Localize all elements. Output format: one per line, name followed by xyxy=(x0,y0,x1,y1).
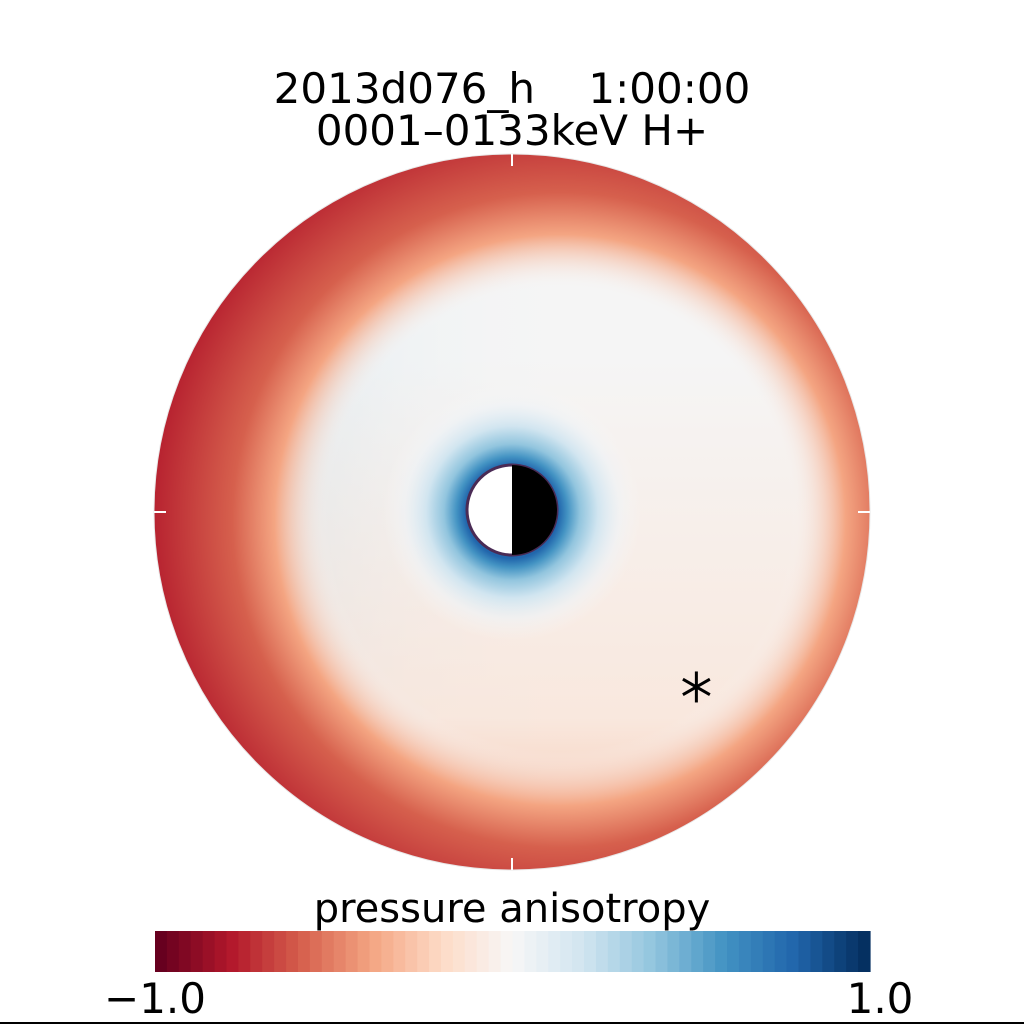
colorbar-band xyxy=(381,931,394,972)
colorbar-band xyxy=(166,931,180,972)
colorbar-band xyxy=(822,931,835,972)
colorbar-band xyxy=(393,931,406,972)
chart-subtitle: 0001–0133keV H+ xyxy=(316,106,708,155)
colorbar-band xyxy=(500,931,514,972)
colorbar-bands xyxy=(155,931,871,972)
colorbar-band xyxy=(464,931,478,972)
colorbar-band xyxy=(250,931,263,972)
colorbar-band xyxy=(476,931,490,972)
colorbar-band xyxy=(679,931,692,972)
plot-ticks xyxy=(154,154,870,870)
colorbar-band xyxy=(858,931,871,972)
colorbar-band xyxy=(846,931,859,972)
colorbar-band xyxy=(738,931,752,972)
colorbar-max-label: 1.0 xyxy=(847,974,914,1023)
colorbar-band xyxy=(178,931,192,972)
colorbar-band xyxy=(345,931,359,972)
colorbar-band xyxy=(750,931,764,972)
colorbar-band xyxy=(536,931,549,972)
colorbar-band xyxy=(643,931,657,972)
earth-night-side xyxy=(512,465,557,555)
colorbar-band xyxy=(155,931,168,972)
colorbar-band xyxy=(786,931,800,972)
colorbar-band xyxy=(560,931,573,972)
colorbar-band xyxy=(655,931,669,972)
colorbar-band xyxy=(595,931,609,972)
colorbar-band xyxy=(715,931,728,972)
colorbar-band xyxy=(619,931,633,972)
colorbar-label: pressure anisotropy xyxy=(314,886,711,932)
colorbar-band xyxy=(774,931,788,972)
colorbar-band xyxy=(512,931,526,972)
colorbar-band xyxy=(762,931,776,972)
colorbar: pressure anisotropy −1.0 1.0 xyxy=(104,886,913,1023)
colorbar-band xyxy=(631,931,645,972)
colorbar-band xyxy=(274,931,287,972)
colorbar-band xyxy=(667,931,680,972)
colorbar-band xyxy=(321,931,335,972)
colorbar-band xyxy=(417,931,430,972)
colorbar-band xyxy=(214,931,228,972)
colorbar-band xyxy=(607,931,621,972)
chart-title: 2013d076_h 1:00:00 xyxy=(274,64,751,113)
colorbar-band xyxy=(584,931,597,972)
colorbar-band xyxy=(441,931,454,972)
colorbar-band xyxy=(369,931,383,972)
colorbar-band xyxy=(202,931,216,972)
colorbar-band xyxy=(309,931,323,972)
colorbar-band xyxy=(524,931,537,972)
colorbar-band xyxy=(262,931,275,972)
colorbar-band xyxy=(452,931,466,972)
colorbar-min-label: −1.0 xyxy=(104,974,206,1023)
colorbar-band xyxy=(333,931,347,972)
colorbar-band xyxy=(226,931,240,972)
colorbar-band xyxy=(810,931,823,972)
marker-stroke xyxy=(682,677,711,697)
colorbar-band xyxy=(798,931,812,972)
colorbar-band xyxy=(238,931,251,972)
colorbar-band xyxy=(834,931,847,972)
colorbar-band xyxy=(298,931,311,972)
title-block: 2013d076_h 1:00:00 0001–0133keV H+ xyxy=(274,64,751,155)
satellite-asterisk-marker xyxy=(682,671,711,703)
colorbar-band xyxy=(691,931,704,972)
colorbar-band xyxy=(572,931,585,972)
bottom-rule xyxy=(0,1022,1024,1024)
colorbar-band xyxy=(727,931,740,972)
colorbar-band xyxy=(190,931,204,972)
colorbar-band xyxy=(357,931,371,972)
colorbar-band xyxy=(488,931,502,972)
colorbar-band xyxy=(548,931,561,972)
colorbar-band xyxy=(429,931,442,972)
colorbar-band xyxy=(286,931,299,972)
earth-icon xyxy=(465,463,559,557)
colorbar-band xyxy=(703,931,716,972)
colorbar-band xyxy=(405,931,418,972)
